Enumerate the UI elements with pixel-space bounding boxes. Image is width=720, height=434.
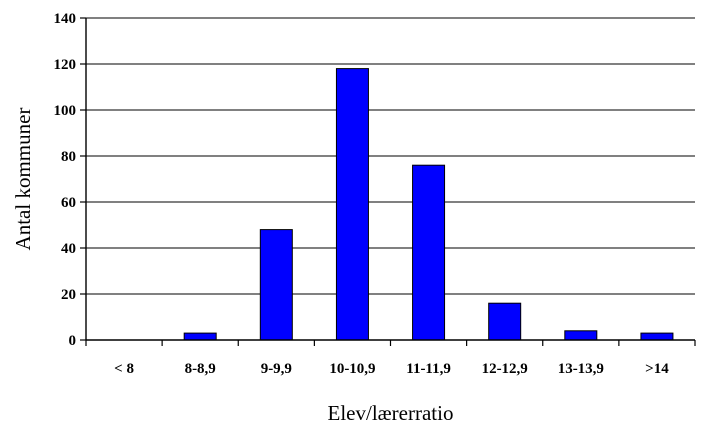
bar — [412, 164, 446, 341]
bar — [640, 332, 674, 341]
x-tick-label: < 8 — [114, 361, 134, 377]
y-tick-label: 60 — [61, 195, 76, 211]
bars — [183, 68, 674, 341]
y-tick-label: 20 — [61, 287, 76, 303]
gridlines — [86, 17, 695, 295]
y-tick-label: 100 — [54, 103, 77, 119]
y-tick-label: 0 — [69, 333, 77, 349]
y-tick-label: 140 — [54, 11, 77, 27]
y-axis-title: Antal kommuner — [11, 108, 35, 251]
axes — [80, 17, 696, 346]
y-tick-labels: 0 20 40 60 80 100 120 140 — [54, 11, 77, 349]
bar — [488, 302, 522, 341]
x-tick-labels: < 8 8-8,9 9-9,9 10-10,9 11-11,9 12-12,9 13-13,… — [114, 361, 669, 377]
x-tick-label: 9-9,9 — [261, 361, 292, 377]
y-tick-label: 120 — [54, 57, 77, 73]
x-tick-label: 11-11,9 — [406, 361, 451, 377]
bar — [564, 330, 598, 341]
bar — [335, 68, 369, 341]
x-tick-label: >14 — [645, 361, 669, 377]
x-tick-label: 12-12,9 — [482, 361, 528, 377]
x-tick-label: 10-10,9 — [329, 361, 375, 377]
bar — [259, 229, 293, 341]
x-axis-title: Elev/lærerratio — [328, 401, 454, 425]
bar — [183, 332, 217, 341]
x-tick-label: 8-8,9 — [185, 361, 216, 377]
x-tick-label: 13-13,9 — [558, 361, 604, 377]
y-tick-label: 80 — [61, 149, 76, 165]
y-tick-label: 40 — [61, 241, 76, 257]
